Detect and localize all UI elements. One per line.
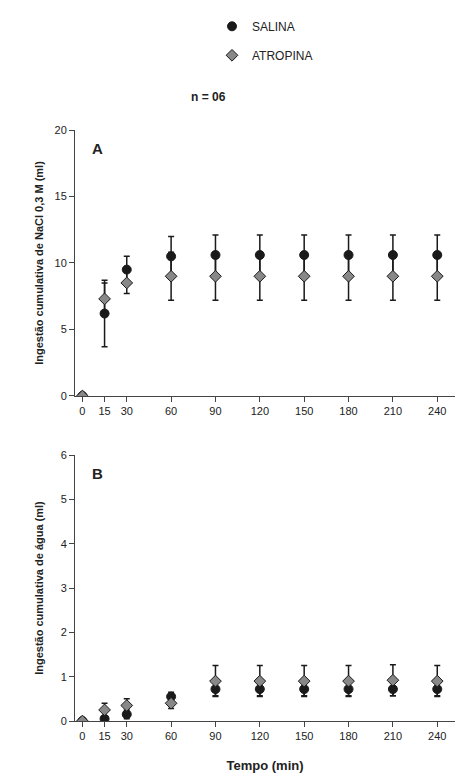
svg-text:210: 210	[384, 730, 402, 742]
svg-text:Ingestão cumulativa de água (m: Ingestão cumulativa de água (ml)	[33, 501, 45, 675]
svg-text:0: 0	[79, 730, 85, 742]
svg-text:Tempo (min): Tempo (min)	[226, 758, 303, 773]
svg-text:0: 0	[79, 405, 85, 417]
svg-text:ATROPINA: ATROPINA	[252, 49, 312, 63]
svg-text:60: 60	[165, 405, 177, 417]
svg-text:90: 90	[209, 405, 221, 417]
svg-text:SALINA: SALINA	[252, 20, 295, 34]
svg-text:15: 15	[55, 190, 67, 202]
svg-text:5: 5	[61, 493, 67, 505]
svg-text:0: 0	[61, 390, 67, 402]
svg-text:0: 0	[61, 715, 67, 727]
svg-text:4: 4	[61, 538, 67, 550]
svg-text:120: 120	[251, 405, 269, 417]
svg-text:15: 15	[98, 405, 110, 417]
svg-text:120: 120	[251, 730, 269, 742]
svg-text:n = 06: n = 06	[191, 90, 226, 104]
svg-text:10: 10	[55, 257, 67, 269]
svg-text:180: 180	[339, 730, 357, 742]
svg-text:A: A	[92, 140, 103, 157]
svg-text:30: 30	[121, 730, 133, 742]
svg-text:B: B	[92, 465, 103, 482]
svg-text:210: 210	[384, 405, 402, 417]
svg-text:15: 15	[98, 730, 110, 742]
svg-text:3: 3	[61, 582, 67, 594]
svg-text:240: 240	[428, 405, 446, 417]
svg-text:6: 6	[61, 449, 67, 461]
svg-text:90: 90	[209, 730, 221, 742]
svg-text:Ingestão cumulativa de NaCl 0,: Ingestão cumulativa de NaCl 0,3 M (ml)	[33, 161, 45, 365]
svg-text:240: 240	[428, 730, 446, 742]
svg-text:150: 150	[295, 405, 313, 417]
svg-text:150: 150	[295, 730, 313, 742]
svg-text:5: 5	[61, 323, 67, 335]
svg-text:1: 1	[61, 671, 67, 683]
svg-text:180: 180	[339, 405, 357, 417]
svg-text:2: 2	[61, 626, 67, 638]
svg-text:30: 30	[121, 405, 133, 417]
svg-text:60: 60	[165, 730, 177, 742]
svg-text:20: 20	[55, 124, 67, 136]
